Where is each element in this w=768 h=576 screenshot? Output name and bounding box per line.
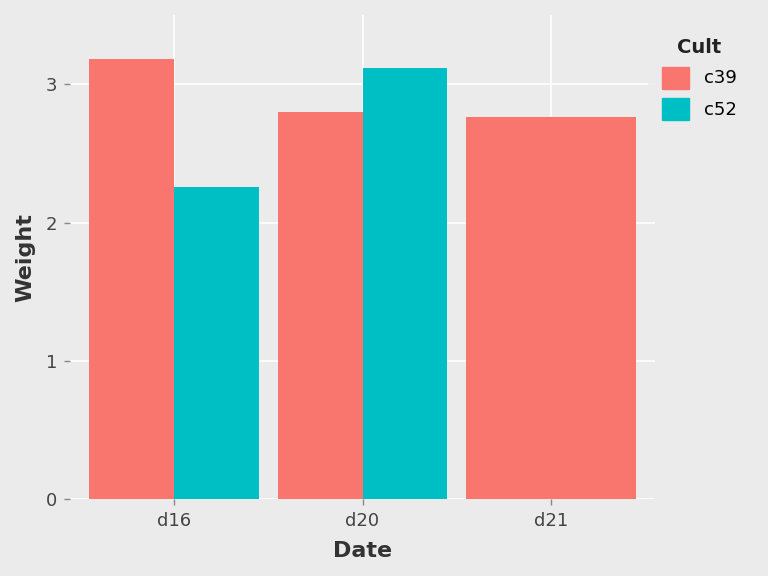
- Bar: [466, 118, 636, 499]
- Bar: [89, 59, 174, 499]
- Bar: [362, 67, 448, 499]
- Y-axis label: Weight: Weight: [15, 213, 35, 302]
- Bar: [277, 112, 362, 499]
- X-axis label: Date: Date: [333, 541, 392, 561]
- Bar: [174, 187, 259, 499]
- Legend: c39, c52: c39, c52: [648, 24, 751, 134]
